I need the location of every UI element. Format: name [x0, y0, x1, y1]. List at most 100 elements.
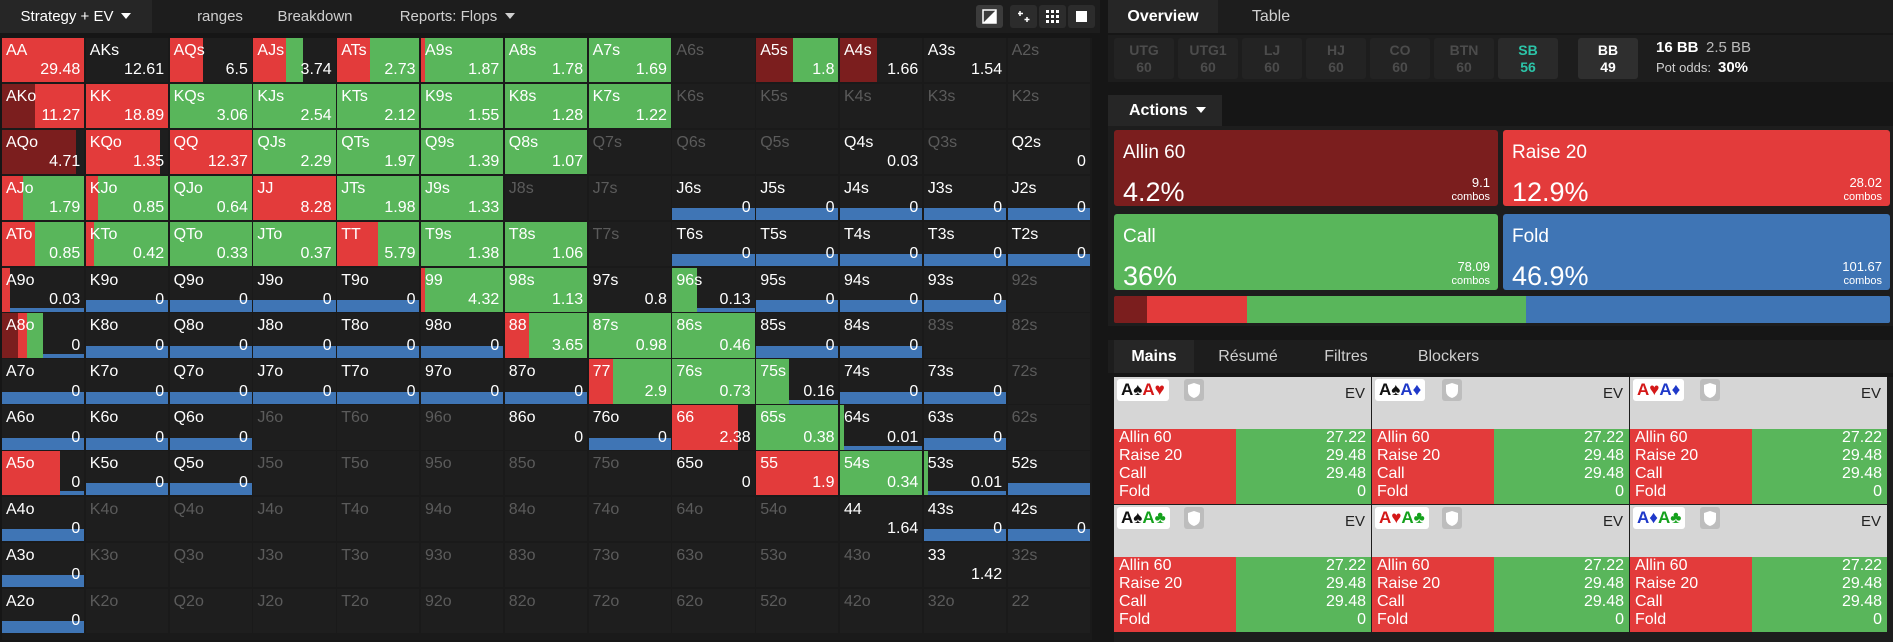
hand-cell[interactable]: 94s 0	[840, 267, 923, 312]
hand-cell[interactable]: 77 2.9	[588, 359, 671, 404]
hand-cell[interactable]: QQ 12.37	[169, 129, 252, 175]
hand-cell[interactable]: J2o	[253, 588, 336, 634]
hand-cell[interactable]: K3s	[923, 83, 1007, 129]
position-bb[interactable]: BB 49	[1578, 38, 1638, 79]
tab-breakdown[interactable]: Breakdown	[255, 0, 375, 33]
hand-cell[interactable]: A4o 0	[2, 497, 85, 542]
shield-icon[interactable]	[1184, 379, 1204, 401]
tab-filtres[interactable]: Filtres	[1301, 340, 1391, 373]
hand-cell[interactable]: K5s	[756, 83, 839, 129]
hand-cell[interactable]: A6s	[672, 38, 755, 83]
hand-cell[interactable]: T4o	[337, 497, 420, 542]
tab-mains[interactable]: Mains	[1114, 340, 1194, 373]
tab-resume[interactable]: Résumé	[1198, 340, 1298, 373]
hand-cell[interactable]: A7s 1.69	[588, 38, 671, 83]
hand-cell[interactable]: KJo 0.85	[85, 175, 169, 221]
hand-cell[interactable]: AJs 3.74	[253, 38, 336, 83]
hand-cell[interactable]: 64o	[672, 497, 755, 542]
hand-cell[interactable]: J2s 0	[1007, 175, 1090, 221]
hand-cell[interactable]: J8s	[504, 175, 588, 221]
hand-cell[interactable]: TT 5.79	[337, 221, 420, 266]
hand-cell[interactable]: QJs 2.29	[253, 129, 336, 175]
hand-cell[interactable]: 95s 0	[756, 267, 839, 312]
hand-cell[interactable]: Q7s	[588, 129, 671, 175]
actions-dropdown[interactable]: Actions	[1108, 95, 1222, 126]
contrast-icon[interactable]	[976, 5, 1003, 28]
hand-cell[interactable]: 76o 0	[588, 405, 671, 450]
hand-cell[interactable]: 64s 0.01	[840, 405, 923, 450]
hand-cell[interactable]: T8o 0	[337, 313, 420, 358]
action-allin[interactable]: Allin 60 4.2% 9.1 combos	[1114, 130, 1498, 206]
hand-cell[interactable]: 97s 0.8	[588, 267, 671, 312]
hand-cell[interactable]: A5s 1.8	[756, 38, 839, 83]
hand-cell[interactable]: T5s 0	[756, 221, 839, 266]
grid-icon[interactable]	[1039, 5, 1066, 28]
hand-cell[interactable]: 65s 0.38	[756, 405, 839, 450]
hand-cell[interactable]: Q5o 0	[169, 451, 252, 496]
hand-cell[interactable]: 63o	[672, 542, 755, 588]
hand-cell[interactable]: 62s	[1007, 405, 1090, 450]
shield-icon[interactable]	[1184, 507, 1204, 529]
hand-cell[interactable]: 83s	[923, 313, 1007, 358]
hand-cell[interactable]: 87o 0	[504, 359, 588, 404]
hand-cell[interactable]: KTo 0.42	[85, 221, 169, 266]
hand-cell[interactable]: 74o	[588, 497, 671, 542]
hand-cell[interactable]: 32o	[923, 588, 1007, 634]
hand-cell[interactable]: K6o 0	[85, 405, 169, 450]
position-co[interactable]: CO 60	[1370, 38, 1430, 79]
hand-cell[interactable]: T7s	[588, 221, 671, 266]
position-btn[interactable]: BTN 60	[1434, 38, 1494, 79]
hand-cell[interactable]: KQs 3.06	[169, 83, 252, 129]
hand-cell[interactable]: 42o	[840, 588, 923, 634]
hand-cell[interactable]: 93o	[421, 542, 504, 588]
hand-cell[interactable]: 43o	[840, 542, 923, 588]
hand-cell[interactable]: 42s 0	[1007, 497, 1090, 542]
hand-cell[interactable]: Q8s 1.07	[504, 129, 588, 175]
hand-cell[interactable]: T2s 0	[1007, 221, 1090, 266]
square-icon[interactable]	[1068, 5, 1095, 28]
hand-cell[interactable]: 73o	[588, 542, 671, 588]
hand-cell[interactable]: 92s	[1007, 267, 1090, 312]
hand-cell[interactable]: A3s 1.54	[923, 38, 1007, 83]
hand-cell[interactable]: AJo 1.79	[2, 175, 85, 221]
hand-cell[interactable]: T8s 1.06	[504, 221, 588, 266]
hand-cell[interactable]: J5o	[253, 451, 336, 496]
hand-cell[interactable]: K7o 0	[85, 359, 169, 404]
hand-cell[interactable]: 44 1.64	[840, 497, 923, 542]
fit-icon[interactable]	[1010, 5, 1037, 28]
tab-reports-flops[interactable]: Reports: Flops	[380, 0, 535, 33]
hand-card[interactable]: A♠A♥ EV Allin 60 Raise 20 Call Fold 27.22 29.48…	[1114, 377, 1371, 504]
hand-cell[interactable]: K4s	[840, 83, 923, 129]
hand-cell[interactable]: 76s 0.73	[672, 359, 755, 404]
hand-cell[interactable]: J6o	[253, 405, 336, 450]
hand-cell[interactable]: Q4s 0.03	[840, 129, 923, 175]
hand-cell[interactable]: 65o 0	[672, 451, 755, 496]
hand-cell[interactable]: 86o 0	[504, 405, 588, 450]
hand-cell[interactable]: J3s 0	[923, 175, 1007, 221]
hand-cell[interactable]: JTs 1.98	[337, 175, 420, 221]
action-fold[interactable]: Fold 46.9% 101.67 combos	[1503, 214, 1890, 290]
hand-cell[interactable]: 93s 0	[923, 267, 1007, 312]
hand-cell[interactable]: K4o	[85, 497, 169, 542]
hand-cell[interactable]: 53s 0.01	[923, 451, 1007, 496]
tab-blockers[interactable]: Blockers	[1396, 340, 1501, 373]
hand-cell[interactable]: J3o	[253, 542, 336, 588]
hand-cell[interactable]: K6s	[672, 83, 755, 129]
hand-cell[interactable]: J9o 0	[253, 267, 336, 312]
hand-cell[interactable]: 75o	[588, 451, 671, 496]
hand-cell[interactable]: Q5s	[756, 129, 839, 175]
hand-cell[interactable]: 85o	[504, 451, 588, 496]
hand-cell[interactable]: JJ 8.28	[253, 175, 336, 221]
hand-cell[interactable]: Q2s 0	[1007, 129, 1090, 175]
hand-cell[interactable]: 84o	[504, 497, 588, 542]
hand-cell[interactable]: ATo 0.85	[2, 221, 85, 266]
hand-cell[interactable]: 62o	[672, 588, 755, 634]
hand-cell[interactable]: QTo 0.33	[169, 221, 252, 266]
hand-card[interactable]: A♦A♣ EV Allin 60 Raise 20 Call Fold 27.22 29.48…	[1630, 505, 1887, 632]
hand-cell[interactable]: Q9s 1.39	[421, 129, 504, 175]
hand-cell[interactable]: K9o 0	[85, 267, 169, 312]
position-lj[interactable]: LJ 60	[1242, 38, 1302, 79]
hand-cell[interactable]: Q6s	[672, 129, 755, 175]
hand-cell[interactable]: T9s 1.38	[421, 221, 504, 266]
hand-cell[interactable]: A2o 0	[2, 588, 85, 634]
